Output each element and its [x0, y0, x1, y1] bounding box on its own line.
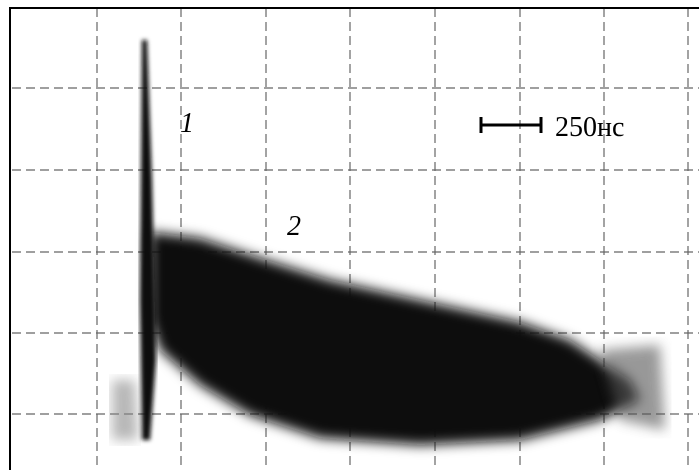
page: 1 2 250нс (() => { const data = JSON.par…: [0, 0, 699, 470]
trace-label: 1: [180, 108, 194, 139]
trace-pre: [112, 380, 138, 440]
trace-label: 2: [287, 211, 301, 242]
scale-label: 250нс: [555, 112, 624, 143]
oscillogram: 1 2 250нс: [0, 0, 699, 470]
